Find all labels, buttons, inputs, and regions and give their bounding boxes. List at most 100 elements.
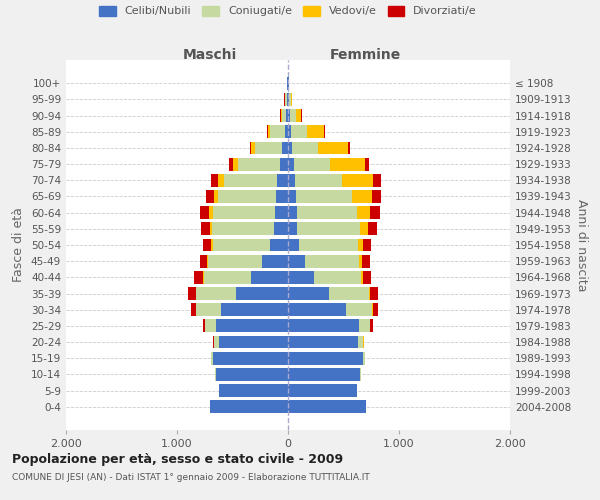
Bar bbox=[359, 254, 362, 268]
Y-axis label: Anni di nascita: Anni di nascita bbox=[575, 198, 588, 291]
Bar bbox=[373, 174, 380, 187]
Bar bbox=[288, 352, 364, 364]
Bar bbox=[296, 190, 352, 203]
Text: Popolazione per età, sesso e stato civile - 2009: Popolazione per età, sesso e stato civil… bbox=[12, 452, 343, 466]
Bar bbox=[330, 158, 365, 170]
Bar bbox=[212, 336, 214, 348]
Bar bbox=[288, 400, 366, 413]
Bar bbox=[282, 109, 286, 122]
Bar bbox=[329, 287, 369, 300]
Bar bbox=[370, 206, 380, 219]
Bar bbox=[289, 93, 291, 106]
Bar bbox=[288, 271, 314, 284]
Text: Femmine: Femmine bbox=[330, 48, 401, 62]
Bar bbox=[268, 126, 270, 138]
Bar bbox=[314, 271, 361, 284]
Bar bbox=[277, 174, 288, 187]
Bar bbox=[293, 158, 330, 170]
Bar bbox=[276, 190, 288, 203]
Bar bbox=[362, 254, 370, 268]
Legend: Celibi/Nubili, Coniugati/e, Vedovi/e, Divorziati/e: Celibi/Nubili, Coniugati/e, Vedovi/e, Di… bbox=[99, 6, 477, 16]
Bar bbox=[343, 174, 373, 187]
Bar bbox=[288, 336, 358, 348]
Bar bbox=[288, 126, 292, 138]
Bar bbox=[288, 384, 357, 397]
Bar bbox=[200, 254, 207, 268]
Bar bbox=[359, 320, 370, 332]
Bar bbox=[288, 93, 289, 106]
Bar bbox=[299, 238, 358, 252]
Bar bbox=[358, 238, 364, 252]
Bar bbox=[291, 93, 292, 106]
Bar bbox=[212, 206, 275, 219]
Bar bbox=[288, 287, 329, 300]
Bar bbox=[216, 368, 288, 381]
Bar bbox=[292, 126, 307, 138]
Bar bbox=[368, 222, 377, 235]
Bar bbox=[216, 320, 288, 332]
Bar bbox=[288, 368, 360, 381]
Bar bbox=[233, 158, 238, 170]
Bar bbox=[270, 238, 288, 252]
Y-axis label: Fasce di età: Fasce di età bbox=[13, 208, 25, 282]
Bar bbox=[298, 222, 359, 235]
Bar bbox=[211, 352, 212, 364]
Bar bbox=[295, 174, 343, 187]
Bar bbox=[219, 336, 288, 348]
Bar bbox=[323, 126, 325, 138]
Bar bbox=[283, 142, 288, 154]
Bar bbox=[267, 126, 268, 138]
Bar bbox=[307, 126, 323, 138]
Bar bbox=[206, 190, 214, 203]
Bar bbox=[229, 158, 233, 170]
Bar bbox=[288, 158, 293, 170]
Bar bbox=[203, 238, 211, 252]
Bar bbox=[357, 206, 370, 219]
Bar bbox=[281, 109, 282, 122]
Bar bbox=[218, 174, 224, 187]
Bar bbox=[218, 190, 276, 203]
Bar bbox=[196, 303, 221, 316]
Bar bbox=[214, 190, 218, 203]
Bar bbox=[288, 254, 305, 268]
Bar bbox=[352, 190, 373, 203]
Bar bbox=[292, 142, 318, 154]
Bar bbox=[207, 254, 208, 268]
Bar bbox=[346, 303, 373, 316]
Bar bbox=[250, 142, 251, 154]
Bar bbox=[212, 222, 274, 235]
Bar bbox=[364, 352, 365, 364]
Bar bbox=[288, 142, 292, 154]
Bar bbox=[254, 142, 283, 154]
Bar bbox=[284, 126, 288, 138]
Bar bbox=[305, 254, 359, 268]
Bar bbox=[373, 190, 380, 203]
Bar bbox=[275, 206, 288, 219]
Bar bbox=[194, 271, 203, 284]
Bar bbox=[288, 174, 295, 187]
Bar bbox=[251, 142, 254, 154]
Bar bbox=[211, 174, 218, 187]
Bar bbox=[280, 158, 288, 170]
Bar bbox=[188, 287, 196, 300]
Bar bbox=[270, 126, 284, 138]
Bar bbox=[358, 336, 364, 348]
Bar bbox=[236, 287, 288, 300]
Bar bbox=[262, 254, 288, 268]
Bar bbox=[211, 400, 288, 413]
Bar bbox=[286, 109, 288, 122]
Bar bbox=[364, 238, 371, 252]
Bar bbox=[203, 271, 251, 284]
Bar bbox=[348, 142, 350, 154]
Bar bbox=[288, 109, 290, 122]
Bar bbox=[219, 384, 288, 397]
Bar bbox=[370, 287, 378, 300]
Bar bbox=[210, 222, 212, 235]
Bar bbox=[209, 206, 212, 219]
Bar bbox=[238, 158, 280, 170]
Bar bbox=[208, 254, 262, 268]
Bar bbox=[288, 238, 299, 252]
Bar bbox=[202, 222, 210, 235]
Bar bbox=[296, 109, 301, 122]
Bar bbox=[290, 109, 296, 122]
